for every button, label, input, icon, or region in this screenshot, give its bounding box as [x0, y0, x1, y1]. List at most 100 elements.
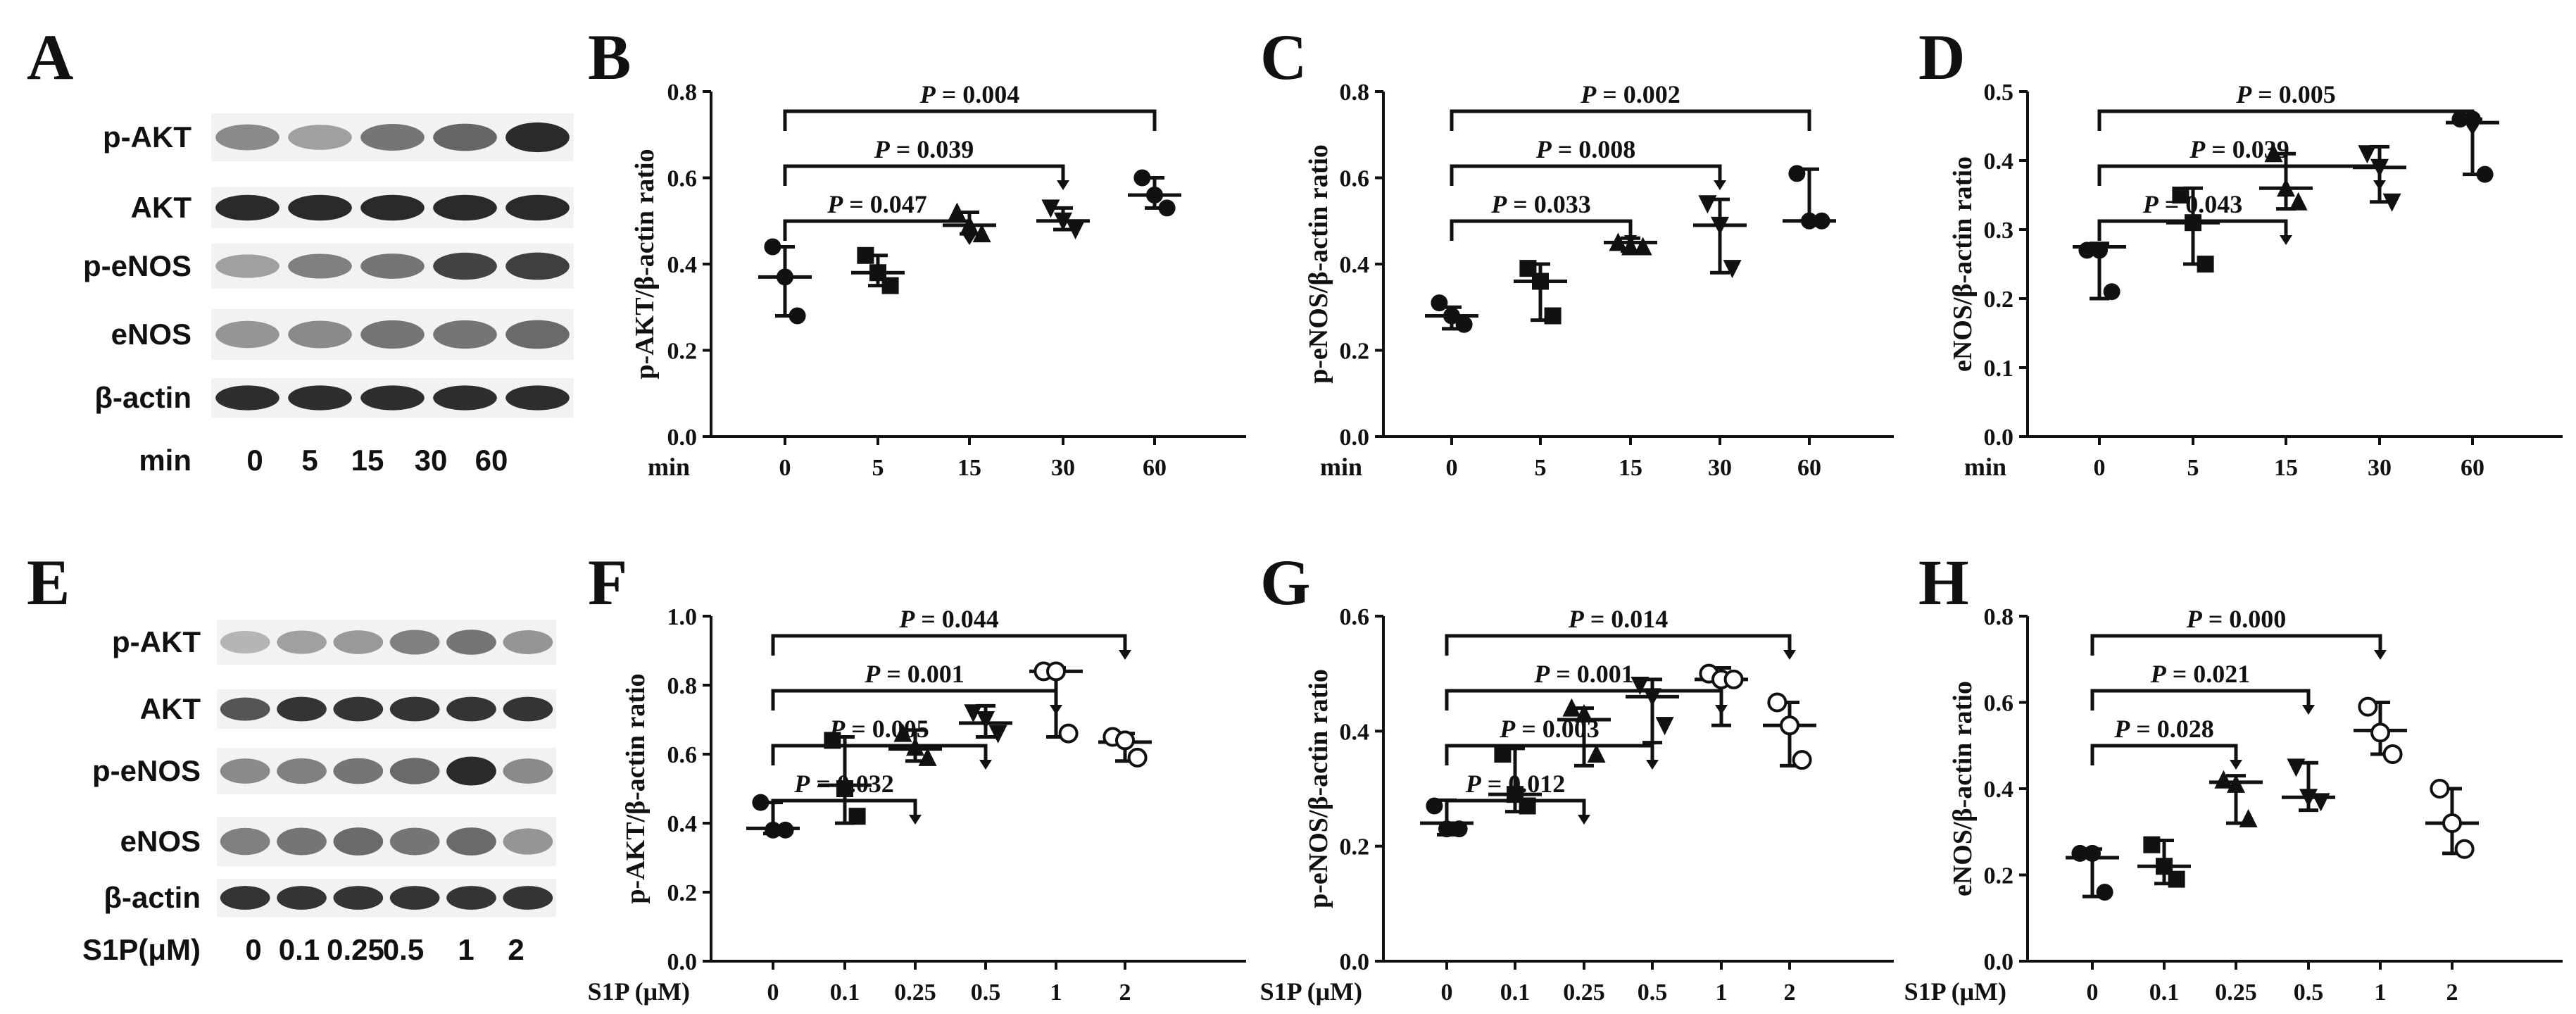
- data-point: [1767, 692, 1788, 713]
- y-tick-label: 0.5: [1984, 80, 2014, 106]
- x-tick-label: 15: [957, 455, 981, 481]
- dot-plot-H: H 0.0 0.2 0.4 0.6 0.8 eNOS/β-actin ratio S1P (μ…: [1904, 546, 2563, 1006]
- p-value-label: P = 0.004: [919, 80, 1020, 108]
- blot-row-label: p-eNOS: [92, 754, 201, 787]
- p-value-symbol: P: [898, 605, 915, 633]
- significance-bracket: [2090, 634, 2382, 656]
- data-point: [1813, 212, 1830, 230]
- data-point: [2287, 758, 2306, 777]
- p-value-text: = 0.000: [2202, 605, 2287, 633]
- panel-label-E: E: [27, 546, 70, 618]
- blot-membrane: [217, 620, 556, 665]
- p-value-label: P = 0.008: [1535, 135, 1636, 163]
- y-tick-label: 0.6: [1340, 604, 1370, 630]
- bracket-arrow: [2280, 235, 2292, 245]
- data-point: [2451, 111, 2469, 128]
- data-point: [1609, 232, 1628, 251]
- bracket-arrow: [909, 815, 922, 825]
- y-tick-label: 0.0: [1340, 949, 1370, 975]
- y-tick-label: 0.2: [667, 880, 698, 906]
- y-tick-label: 0.3: [1984, 218, 2014, 244]
- x-tick-label: 2: [1784, 979, 1796, 1006]
- p-value-text: = 0.032: [810, 770, 894, 798]
- blot-band: [446, 630, 496, 655]
- blot-band: [433, 385, 497, 411]
- data-point: [1054, 212, 1072, 231]
- significance-bracket: [771, 799, 917, 820]
- blot-band: [360, 124, 425, 151]
- p-value-text: = 0.005: [2251, 80, 2336, 108]
- p-value-text: = 0.033: [1507, 190, 1591, 218]
- data-point: [2091, 242, 2108, 259]
- x-tick-label: 0: [2087, 979, 2099, 1006]
- data-point: [1058, 723, 1079, 744]
- p-value-text: = 0.044: [915, 605, 999, 633]
- data-point: [1655, 717, 1674, 736]
- blot-band: [505, 252, 570, 280]
- data-point: [1587, 744, 1606, 763]
- blot-row-label: eNOS: [111, 318, 191, 351]
- x-tick-label: 0.5: [2294, 979, 2324, 1006]
- y-tick-label: 0.2: [1984, 863, 2014, 889]
- p-value-text: = 0.012: [1481, 770, 1566, 798]
- significance-bracket: [1450, 219, 1633, 241]
- dot-plot-D: D 0.0 0.1 0.2 0.3 0.4 0.5 eNOS/β-actin ratio min…: [1918, 21, 2563, 481]
- p-value-text: = 0.039: [2205, 135, 2289, 163]
- blot-band: [277, 630, 327, 654]
- y-axis-title: eNOS/β-actin ratio: [1948, 156, 1978, 372]
- p-value-label: P = 0.012: [1465, 770, 1566, 798]
- p-value-label: P = 0.033: [1490, 190, 1591, 218]
- blot-row-label: eNOS: [120, 825, 201, 858]
- p-value-symbol: P: [874, 135, 891, 163]
- lane-label: 2: [508, 933, 524, 966]
- p-value-symbol: P: [864, 660, 881, 688]
- blot-band: [215, 320, 279, 349]
- blot-membrane: [217, 689, 556, 729]
- data-point: [1723, 260, 1742, 279]
- blot-row-label: β-actin: [94, 381, 191, 414]
- data-point: [2289, 192, 2308, 211]
- data-point: [1633, 237, 1652, 256]
- data-point: [1723, 669, 1744, 689]
- significance-bracket: [771, 689, 1058, 711]
- data-point: [777, 268, 793, 286]
- data-point: [2476, 165, 2494, 183]
- significance-bracket: [2097, 109, 2475, 131]
- x-tick-label: 0: [2094, 455, 2106, 481]
- data-point: [948, 202, 967, 221]
- blot-band: [446, 756, 496, 786]
- data-point: [1431, 294, 1448, 312]
- y-tick-label: 0.0: [1340, 425, 1370, 451]
- blot-band: [446, 886, 496, 910]
- significance-bracket: [783, 164, 1065, 186]
- data-point: [788, 307, 806, 325]
- data-point: [764, 238, 781, 256]
- blot-band: [215, 194, 279, 221]
- y-tick-label: 0.0: [1984, 425, 2014, 451]
- panel-label-A: A: [27, 21, 73, 93]
- data-point: [1621, 237, 1640, 256]
- x-tick-label: 15: [1619, 455, 1642, 481]
- y-tick-label: 0.2: [1340, 339, 1370, 365]
- x-tick-label: 2: [1119, 979, 1131, 1006]
- blot-band: [288, 385, 352, 411]
- blot-band: [333, 696, 384, 722]
- p-value-symbol: P: [1533, 660, 1550, 688]
- blot-band: [389, 827, 440, 856]
- x-tick-label: 15: [2274, 455, 2298, 481]
- lane-label: 5: [301, 444, 318, 477]
- data-point: [2454, 839, 2475, 859]
- x-tick-label: 0.25: [894, 979, 936, 1006]
- x-tick-label: 0: [1446, 455, 1458, 481]
- blot-band: [360, 385, 425, 411]
- y-tick-label: 0.6: [1984, 691, 2014, 717]
- data-point: [1711, 216, 1729, 235]
- x-tick-label: 60: [2461, 455, 2484, 481]
- data-point: [2277, 178, 2295, 197]
- p-value-symbol: P: [827, 190, 843, 218]
- data-point: [1532, 273, 1549, 290]
- p-value-symbol: P: [829, 715, 846, 743]
- significance-bracket: [2097, 219, 2288, 241]
- x-tick-label: 5: [2187, 455, 2199, 481]
- x-axis-name: min: [1320, 453, 1362, 481]
